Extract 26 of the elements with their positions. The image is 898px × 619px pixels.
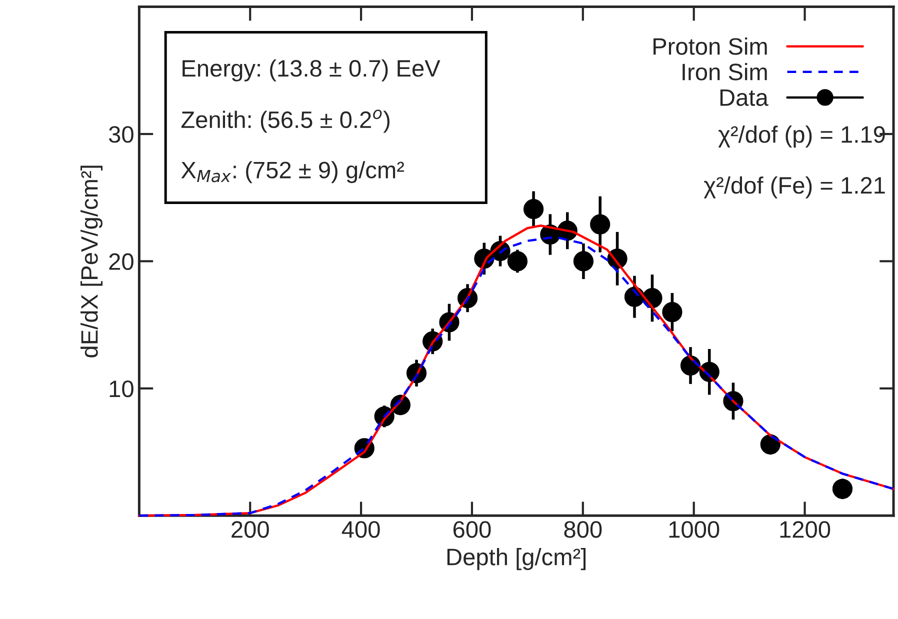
- x-tick-label: 1000: [669, 521, 720, 538]
- annotation: χ²/dof (p) = 1.19: [718, 126, 885, 148]
- point: [662, 302, 682, 322]
- x-tick-label: 800: [564, 521, 602, 538]
- point: [590, 214, 610, 234]
- x-tick-label: 1200: [780, 521, 830, 538]
- point: [573, 251, 594, 272]
- point: [760, 434, 780, 454]
- x-axis-title: Depth [g/cm²]: [447, 548, 586, 570]
- annotation: Zenith: (56.5 ± 0.2$^{o}$): [181, 110, 390, 133]
- point: [523, 199, 544, 220]
- legend-label: Iron Sim: [682, 63, 767, 80]
- annotation: Energy: (13.8 ± 0.7) EeV: [182, 59, 440, 82]
- y-axis-title: dE/dX [PeV/g/cm²]: [80, 166, 103, 358]
- legend-label: Proton Sim: [654, 38, 767, 55]
- y-tick-label: 30: [108, 126, 134, 143]
- point: [507, 251, 528, 272]
- annotation: χ²/dof (Fe) = 1.21: [704, 176, 885, 198]
- y-tick-label: 10: [110, 380, 134, 398]
- y-tick-label: 20: [109, 253, 134, 270]
- x-tick-label: 600: [453, 521, 491, 538]
- point: [832, 478, 853, 499]
- annotation: X$_{Max}$: (752 ± 9) g/cm²: [181, 161, 404, 184]
- legend-label: Data: [720, 89, 768, 106]
- x-tick-label: 400: [342, 521, 380, 538]
- x-tick-label: 200: [232, 521, 269, 538]
